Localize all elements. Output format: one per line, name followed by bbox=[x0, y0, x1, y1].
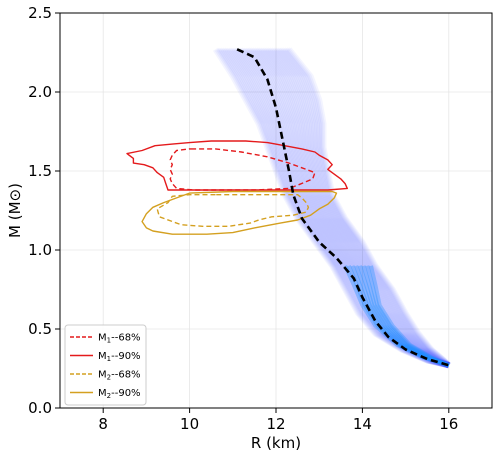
posterior-strand bbox=[254, 47, 450, 369]
posterior-strand bbox=[280, 47, 451, 368]
y-tick-label: 2.0 bbox=[28, 83, 52, 101]
posterior-strand bbox=[262, 47, 451, 369]
posterior-strand bbox=[246, 47, 450, 369]
posterior-strand bbox=[214, 47, 450, 369]
posterior-strand bbox=[256, 47, 450, 369]
posterior-strand bbox=[267, 47, 451, 368]
posterior-strand bbox=[250, 47, 450, 369]
posterior-strand bbox=[275, 47, 451, 368]
legend-label: M1--90% bbox=[98, 351, 141, 363]
median-curve bbox=[236, 48, 450, 367]
posterior-band bbox=[212, 47, 452, 369]
contours bbox=[126, 140, 348, 235]
legend-label: M2--90% bbox=[98, 388, 141, 400]
posterior-strand bbox=[277, 47, 451, 368]
x-tick-label: 12 bbox=[266, 415, 285, 433]
posterior-core-strand bbox=[361, 265, 450, 368]
posterior-strand bbox=[241, 47, 450, 369]
x-ticks: 8 10 12 14 16 bbox=[98, 408, 458, 433]
posterior-strand bbox=[273, 47, 451, 368]
posterior-strand bbox=[216, 47, 450, 369]
y-tick-label: 1.0 bbox=[28, 241, 52, 259]
posterior-strand bbox=[279, 47, 451, 368]
legend-label: M1--68% bbox=[98, 333, 141, 345]
posterior-strand bbox=[245, 47, 450, 369]
posterior-strand bbox=[264, 47, 451, 368]
posterior-strand bbox=[233, 47, 450, 369]
posterior-strand bbox=[212, 47, 450, 369]
legend: M1--68% M1--90% M2--68% M2--90% bbox=[64, 324, 147, 406]
x-tick-label: 8 bbox=[98, 415, 108, 433]
x-axis-label: R (km) bbox=[251, 434, 301, 452]
y-tick-label: 1.5 bbox=[28, 162, 52, 180]
contour-m2-90- bbox=[141, 190, 338, 235]
posterior-core-strand bbox=[357, 265, 450, 368]
contour-m1-90- bbox=[126, 140, 348, 191]
posterior-strand bbox=[243, 47, 450, 369]
posterior-strand bbox=[284, 47, 451, 368]
posterior-strand bbox=[286, 47, 452, 368]
median-curve-group bbox=[236, 48, 450, 367]
posterior-strand bbox=[237, 47, 450, 369]
posterior-strand bbox=[265, 47, 451, 368]
x-tick-label: 10 bbox=[180, 415, 199, 433]
posterior-strand bbox=[258, 47, 450, 369]
y-tick-label: 0.0 bbox=[28, 399, 52, 417]
posterior-strand bbox=[260, 47, 451, 369]
posterior-strand bbox=[269, 47, 451, 368]
posterior-strand bbox=[235, 47, 450, 369]
x-tick-label: 16 bbox=[439, 415, 458, 433]
y-tick-label: 2.5 bbox=[28, 4, 52, 22]
legend-box bbox=[64, 324, 147, 406]
y-tick-label: 0.5 bbox=[28, 320, 52, 338]
posterior-strand bbox=[231, 47, 450, 369]
y-axis-label: M (M⊙) bbox=[6, 183, 24, 238]
y-ticks: 0.0 0.5 1.0 1.5 2.0 2.5 bbox=[28, 4, 60, 417]
posterior-strand bbox=[271, 47, 451, 368]
posterior-strand bbox=[282, 47, 451, 368]
posterior-strand bbox=[248, 47, 450, 369]
posterior-strand bbox=[252, 47, 450, 369]
x-tick-label: 14 bbox=[353, 415, 372, 433]
legend-label: M2--68% bbox=[98, 370, 141, 382]
contour-m2-68- bbox=[156, 193, 310, 228]
posterior-core-strand bbox=[365, 265, 450, 368]
posterior-core-strand bbox=[369, 265, 450, 368]
